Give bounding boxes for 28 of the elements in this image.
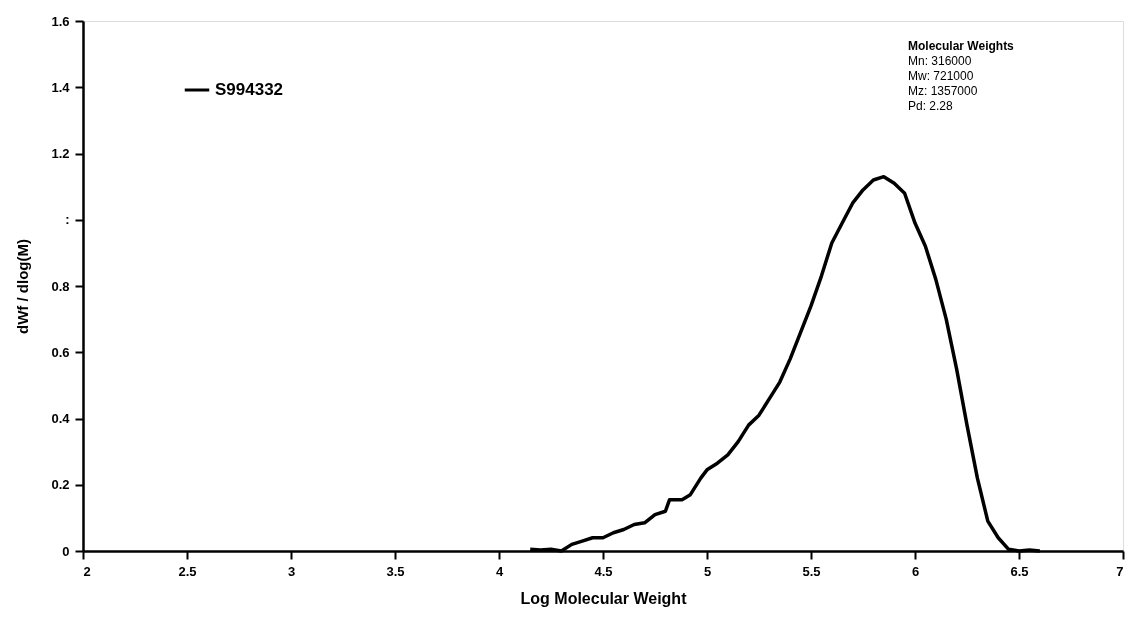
y-tick-label: 0 — [62, 543, 70, 559]
legend-label: S994332 — [215, 80, 284, 99]
x-tick-label: 6.5 — [1010, 563, 1029, 579]
x-tick-label: 3 — [287, 563, 296, 579]
y-tick-label: 0.6 — [51, 344, 70, 360]
annotation: Mz: 1357000 — [908, 84, 978, 98]
x-tick-label: 7 — [1116, 563, 1124, 579]
y-axis-title: dWf / dlog(M) — [14, 239, 32, 334]
y-tick-label: 0.4 — [51, 411, 71, 426]
x-tick-label: 2 — [83, 563, 91, 579]
y-tick-label: : — [65, 212, 70, 228]
y-tick-label: 0.8 — [51, 278, 70, 294]
y-tick-label: 1.6 — [51, 13, 70, 29]
annotation: Mn: 316000 — [908, 54, 972, 68]
annotation: Mw: 721000 — [908, 69, 974, 83]
x-axis-title: Log Molecular Weight — [520, 589, 688, 607]
x-tick-label: 6 — [911, 563, 920, 579]
x-tick-label: 5 — [703, 563, 712, 579]
x-tick-label: 5.5 — [802, 563, 821, 579]
annotation: Molecular Weights — [908, 39, 1015, 53]
x-tick-label: 4.5 — [594, 563, 613, 579]
y-tick-label: 0.2 — [51, 477, 70, 493]
y-tick-label: 1.4 — [51, 79, 71, 95]
y-tick-label: 1.2 — [51, 146, 70, 161]
x-tick-label: 2.5 — [178, 563, 197, 579]
x-tick-label: 4 — [495, 563, 504, 579]
x-tick-label: 3.5 — [386, 563, 405, 579]
annotation: Pd: 2.28 — [908, 99, 954, 113]
